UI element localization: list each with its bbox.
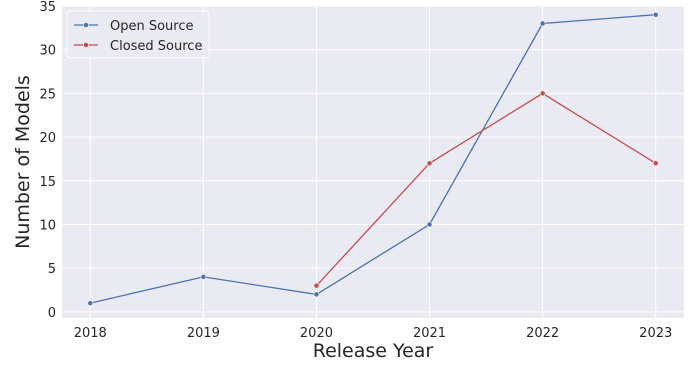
tick-labels: 0 5 10 15 20 25 30 35 2018 2019 2020 2021 2022 2023 [39, 0, 672, 341]
x-tick-label: 2020 [300, 326, 333, 341]
x-tick-label: 2021 [413, 326, 446, 341]
y-tick-label: 20 [39, 131, 56, 146]
data-point [313, 282, 320, 289]
y-tick-label: 5 [48, 262, 56, 277]
data-point [539, 90, 546, 97]
y-tick-label: 0 [48, 306, 56, 321]
series-line [316, 92, 657, 287]
series-open-source [87, 11, 659, 307]
x-tick-label: 2023 [639, 326, 672, 341]
data-point [539, 20, 546, 27]
data-point [652, 160, 659, 167]
legend: Open Source Closed Source [66, 10, 210, 59]
legend-entry: Open Source [110, 19, 194, 34]
y-tick-label: 30 [39, 44, 56, 59]
legend-box [66, 10, 210, 59]
data-point [87, 300, 94, 307]
series-group [87, 11, 659, 307]
y-tick-label: 10 [39, 218, 56, 233]
series-line [90, 14, 656, 304]
x-tick-label: 2022 [526, 326, 559, 341]
data-point [200, 274, 207, 280]
series-closed-source [313, 90, 659, 289]
legend-swatch-marker [83, 22, 89, 28]
legend-entry: Closed Source [110, 39, 202, 54]
x-tick-label: 2018 [74, 326, 107, 341]
data-point [426, 160, 433, 167]
x-axis-label: Release Year [313, 340, 434, 362]
data-point [652, 11, 659, 18]
y-axis-label: Number of Models [12, 75, 34, 249]
data-point [313, 291, 320, 298]
legend-swatch-marker [83, 42, 89, 48]
data-point [426, 221, 433, 228]
x-tick-label: 2019 [187, 326, 220, 341]
y-tick-label: 15 [39, 175, 56, 190]
y-tick-label: 35 [39, 0, 56, 15]
y-tick-label: 25 [39, 87, 56, 102]
